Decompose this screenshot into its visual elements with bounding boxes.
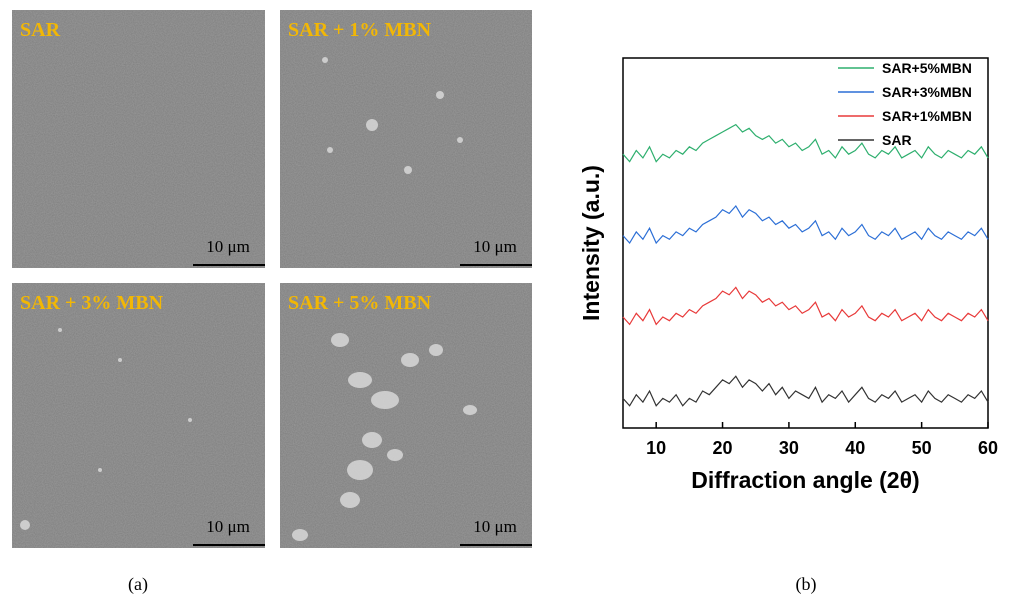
legend-label: SAR+3%MBN <box>882 84 972 100</box>
legend-label: SAR+5%MBN <box>882 60 972 76</box>
sem-label: SAR + 1% MBN <box>288 19 432 41</box>
sem-panels: SAR 10 μm SAR + 1% MBN 10 μm SAR + 3% MBN 10 … <box>12 10 532 548</box>
panel-caption: (b) <box>796 574 817 595</box>
scale-label: 10 μm <box>473 517 517 536</box>
scale-label: 10 μm <box>206 517 250 536</box>
y-axis-label: Intensity (a.u.) <box>578 165 604 321</box>
sem-label: SAR + 3% MBN <box>20 292 164 314</box>
x-tick-label: 60 <box>978 438 998 458</box>
legend-label: SAR+1%MBN <box>882 108 972 124</box>
xrd-chart: 10 20 30 40 50 60 Diffraction angle (2θ) Intens… <box>578 57 998 493</box>
x-tick-label: 30 <box>779 438 799 458</box>
series-line <box>622 204 989 245</box>
sem-label: SAR <box>20 19 61 41</box>
sem-texture <box>12 10 265 268</box>
particles <box>20 57 477 541</box>
x-tick-label: 40 <box>845 438 865 458</box>
series-line <box>622 375 989 407</box>
series-line <box>622 123 989 163</box>
panel-caption: (a) <box>128 574 148 595</box>
sem-texture <box>12 283 265 548</box>
scale-label: 10 μm <box>206 237 250 256</box>
sem-texture <box>280 283 532 548</box>
x-tick-label: 50 <box>912 438 932 458</box>
x-axis-label: Diffraction angle (2θ) <box>691 467 919 493</box>
legend-label: SAR <box>882 132 912 148</box>
sem-label: SAR + 5% MBN <box>288 292 432 314</box>
plot-frame <box>622 57 989 429</box>
scale-label: 10 μm <box>473 237 517 256</box>
sem-texture <box>280 10 532 268</box>
x-tick-label: 20 <box>713 438 733 458</box>
x-tick-label: 10 <box>646 438 666 458</box>
series-line <box>622 286 989 326</box>
